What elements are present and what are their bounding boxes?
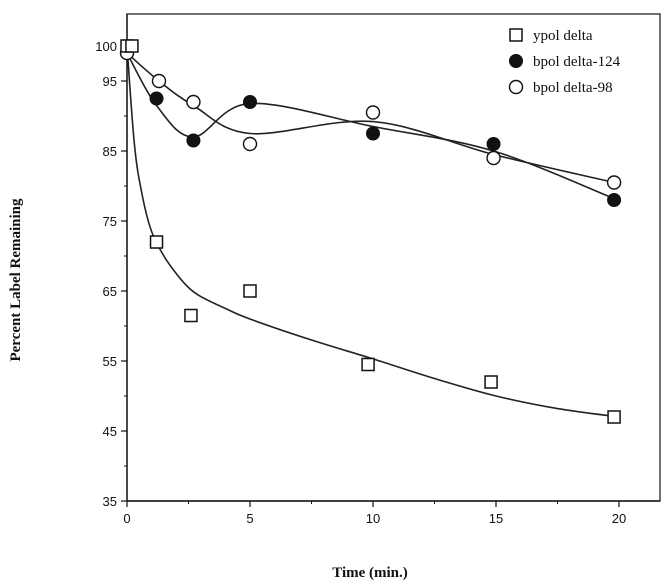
data-point-series-1 [607,410,621,424]
data-point-series-3 [186,94,201,110]
data-point-series-3 [365,105,381,120]
data-point-series-3 [486,150,501,166]
y-axis-title: Percent Label Remaining [8,198,24,362]
data-point-series-1 [149,235,164,249]
x-tick-label: 20 [612,511,626,526]
legend-label-series-1: ypol delta [533,28,593,44]
data-point-series-2 [486,137,501,151]
data-point-series-2 [243,95,257,109]
data-point-series-2 [366,126,380,141]
data-point-series-2 [149,91,164,106]
data-point-series-1 [484,375,498,389]
data-point-series-2 [186,133,201,148]
data-point-series-1 [125,39,139,53]
legend-marker-series-3 [508,79,524,95]
y-axis-ticks: 35 45 55 65 75 85 95 100 [95,39,127,509]
data-point-series-3 [242,136,258,152]
legend-label-series-3: bpol delta-98 [533,80,613,96]
data-point-series-1 [361,357,375,372]
fit-curve-series-1 [126,45,620,418]
y-tick-label: 35 [103,494,117,509]
data-point-series-1 [243,284,257,298]
x-tick-label: 10 [366,511,380,526]
legend-marker-series-2 [509,54,523,68]
y-tick-label: 45 [103,424,117,439]
fit-curve-series-2 [126,52,615,200]
data-point-series-3 [606,175,622,190]
data-point-series-2 [607,193,622,207]
legend-marker-series-1 [509,28,523,42]
y-tick-label: 55 [103,354,117,369]
x-tick-label: 15 [489,511,503,526]
data-points [119,39,622,424]
y-tick-label: 100 [95,39,117,54]
y-tick-label: 65 [103,284,117,299]
x-axis-ticks: 0 5 10 15 20 [123,501,626,526]
y-tick-label: 75 [103,214,117,229]
y-tick-label: 95 [103,74,117,89]
x-tick-label: 5 [246,511,253,526]
y-tick-label: 85 [103,144,117,159]
x-tick-label: 0 [123,511,130,526]
legend-label-series-2: bpol delta-124 [533,54,621,70]
x-axis-title: Time (min.) [332,565,408,581]
data-point-series-1 [184,308,198,323]
legend: ypol delta bpol delta-124 bpol delta-98 [508,28,621,96]
data-point-series-3 [151,73,167,89]
